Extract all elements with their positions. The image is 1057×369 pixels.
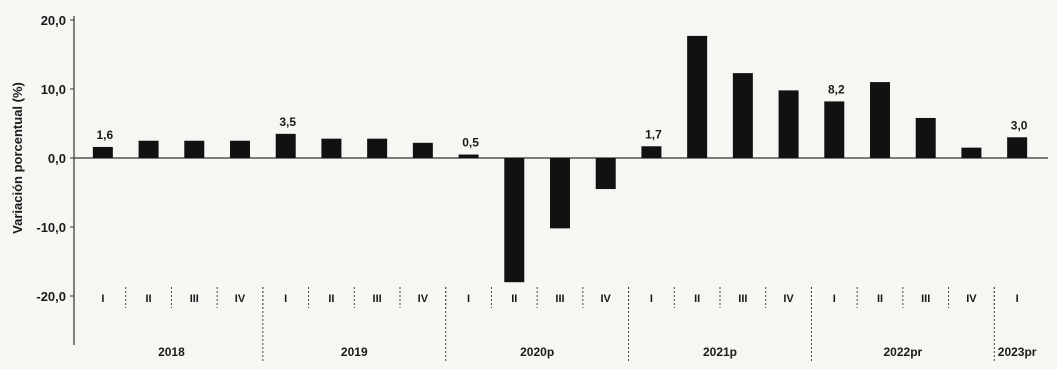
bar [641, 146, 662, 158]
y-tick-label: 10,0 [41, 82, 66, 97]
axes-group: 20,0 10,0 0,0 -10,0 -20,0 Variación porcentua… [10, 13, 1048, 362]
bar [367, 138, 388, 158]
quarter-label: III [373, 293, 382, 305]
quarter-label: I [101, 293, 104, 305]
y-tick-label: -20,0 [36, 289, 66, 304]
quarter-label: I [467, 293, 470, 305]
data-label: 3,5 [279, 115, 296, 129]
bar [550, 158, 570, 229]
bar [732, 73, 753, 158]
bar [92, 146, 113, 158]
quarter-label: III [190, 293, 199, 305]
year-label: 2019 [341, 345, 368, 359]
quarter-label: I [650, 293, 653, 305]
year-label: 2018 [158, 345, 185, 359]
bar [870, 82, 890, 158]
data-label: 1,7 [645, 127, 662, 141]
data-label: 8,2 [828, 82, 845, 96]
bar [412, 142, 433, 158]
quarter-label: IV [418, 293, 429, 305]
data-label: 3,0 [1011, 118, 1028, 132]
bar [961, 147, 982, 158]
bar [458, 154, 479, 158]
bars-group [92, 35, 1028, 283]
quarter-label: I [284, 293, 287, 305]
year-label: 2020p [520, 345, 554, 359]
quarter-label: III [738, 293, 747, 305]
quarter-label: IV [966, 293, 977, 305]
bar [504, 158, 525, 283]
y-tick-label: -10,0 [36, 220, 66, 235]
quarter-label: I [833, 293, 836, 305]
bar [824, 101, 845, 158]
bar [1007, 137, 1028, 158]
y-tick-label: 20,0 [41, 13, 66, 28]
year-label: 2021p [703, 345, 737, 359]
quarter-label: II [511, 293, 517, 305]
quarter-label: II [328, 293, 334, 305]
quarter-label: II [694, 293, 700, 305]
quarter-label: IV [601, 293, 612, 305]
y-tick-label: 0,0 [48, 151, 66, 166]
bar [275, 133, 296, 158]
quarter-label: IV [235, 293, 246, 305]
quarter-label: III [555, 293, 564, 305]
bar [138, 140, 159, 158]
quarter-label: I [1016, 293, 1019, 305]
bar [778, 90, 799, 158]
bar [595, 158, 616, 190]
y-axis-title: Variación porcentual (%) [10, 82, 25, 234]
data-label: 1,6 [97, 128, 114, 142]
data-label: 0,5 [462, 136, 479, 150]
bar [687, 35, 708, 159]
quarter-label: III [921, 293, 930, 305]
quarter-label: II [146, 293, 152, 305]
labels-group: 1,63,50,51,78,23,0I II III IV I II III IV I II III… [97, 82, 1037, 359]
year-label: 2022pr [884, 345, 923, 359]
bar [321, 138, 342, 158]
quarter-label: IV [783, 293, 794, 305]
bar [184, 140, 205, 158]
quarter-label: II [877, 293, 883, 305]
year-label: 2023pr [998, 345, 1037, 359]
bar [915, 117, 936, 158]
bar [230, 140, 250, 158]
